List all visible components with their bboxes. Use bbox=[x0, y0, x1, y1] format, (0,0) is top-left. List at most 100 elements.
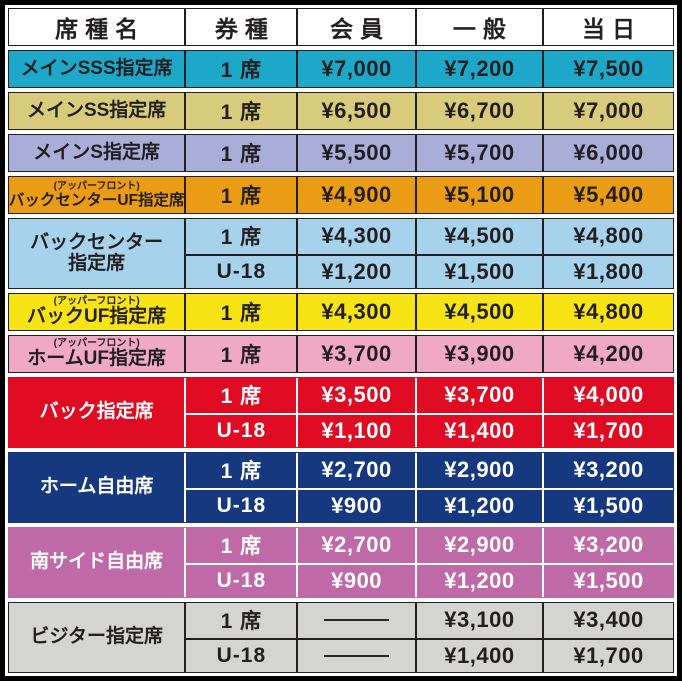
same-day-price-cell: ¥3,400 bbox=[542, 603, 673, 638]
col-header-seat-type: 席種名 bbox=[55, 16, 146, 42]
member-price-cell: ¥900 bbox=[296, 562, 415, 597]
seat-name-cell: (アッパーフロント) バックセンターUF指定席 bbox=[9, 177, 184, 213]
seat-name: ホーム自由席 bbox=[39, 476, 154, 498]
member-price-cell: ¥6,500 bbox=[296, 93, 414, 129]
general-price-cell: ¥1,400 bbox=[414, 637, 543, 672]
seat-group: ホーム自由席 1 席 ¥2,700 ¥2,900 ¥3,200 U-18 ¥900 ¥1,20… bbox=[8, 452, 674, 523]
col-header-general: 一般 bbox=[414, 9, 542, 45]
same-day-price-cell: ¥1,700 bbox=[542, 637, 673, 672]
member-price-cell: ¥3,500 bbox=[296, 378, 414, 413]
general-price-cell: ¥2,900 bbox=[414, 528, 542, 563]
ticket-type-cell: 1 席 bbox=[184, 51, 296, 87]
member-price-cell: ¥4,300 bbox=[296, 294, 414, 330]
member-price-cell: ¥5,500 bbox=[296, 135, 414, 171]
seat-name: ビジター指定席 bbox=[30, 626, 163, 648]
seat-name-cell: メインSS指定席 bbox=[9, 93, 184, 129]
ticket-type-cell: 1 席 bbox=[184, 336, 296, 372]
seat-name: ホームUF指定席 bbox=[27, 348, 167, 370]
same-day-price-cell: ¥4,000 bbox=[542, 378, 673, 413]
same-day-price-cell: ¥1,700 bbox=[542, 412, 673, 447]
seat-name-cell: (アッパーフロント) バックUF指定席 bbox=[9, 294, 184, 330]
seat-name: バックセンターUF指定席 bbox=[9, 191, 185, 209]
general-price-cell: ¥4,500 bbox=[414, 294, 542, 330]
seat-group: (アッパーフロント) バックセンターUF指定席 1 席 ¥4,900 ¥5,100 ¥5,… bbox=[8, 176, 674, 214]
member-price-cell: ¥1,100 bbox=[296, 412, 415, 447]
ticket-type-cell: 1 席 bbox=[184, 177, 296, 213]
same-day-price-cell: ¥7,500 bbox=[542, 51, 673, 87]
col-header-member: 会員 bbox=[296, 9, 414, 45]
seat-group: メインS指定席 1 席 ¥5,500 ¥5,700 ¥6,000 bbox=[8, 134, 674, 172]
ticket-type-cell: 1 席 bbox=[184, 294, 296, 330]
same-day-price-cell: ¥4,800 bbox=[542, 294, 673, 330]
seat-name: メインS指定席 bbox=[33, 141, 160, 163]
same-day-price-cell: ¥1,500 bbox=[542, 487, 673, 522]
ticket-type-cell: 1 席 bbox=[184, 453, 296, 488]
general-price-cell: ¥1,200 bbox=[414, 487, 543, 522]
seat-group: (アッパーフロント) ホームUF指定席 1 席 ¥3,700 ¥3,900 ¥4,200 bbox=[8, 335, 674, 373]
general-price-cell: ¥2,900 bbox=[414, 453, 542, 488]
col-header-ticket-type: 券種 bbox=[184, 9, 296, 45]
same-day-price-cell: ¥1,500 bbox=[542, 562, 673, 597]
ticket-type-cell: 1 席 bbox=[184, 135, 296, 171]
member-price-cell: ¥2,700 bbox=[296, 528, 414, 563]
seat-name: バックUF指定席 bbox=[26, 306, 167, 328]
general-price-cell: ¥5,700 bbox=[414, 135, 542, 171]
general-price-cell: ¥6,700 bbox=[414, 93, 542, 129]
seat-name: メインSS指定席 bbox=[26, 99, 167, 121]
member-price-cell: ¥2,700 bbox=[296, 453, 414, 488]
seat-name: バック指定席 bbox=[39, 401, 154, 423]
ticket-type-cell: 1 席 bbox=[184, 219, 296, 254]
ticket-type-cell: U-18 bbox=[184, 487, 297, 522]
seat-name: メインSSS指定席 bbox=[20, 57, 173, 79]
seat-name-cell: ビジター指定席 bbox=[9, 603, 184, 672]
seat-name-cell: メインS指定席 bbox=[9, 135, 184, 171]
seat-name: 指定席 bbox=[68, 252, 126, 274]
no-price-dash bbox=[324, 654, 390, 657]
seat-name-cell: バック指定席 bbox=[9, 378, 184, 447]
same-day-price-cell: ¥5,400 bbox=[542, 177, 673, 213]
general-price-cell: ¥7,200 bbox=[414, 51, 542, 87]
seat-name-cell: 南サイド自由席 bbox=[9, 528, 184, 597]
general-price-cell: ¥1,500 bbox=[414, 253, 543, 288]
ticket-type-cell: 1 席 bbox=[184, 528, 296, 563]
seat-name-annotation: (アッパーフロント) bbox=[53, 338, 140, 350]
seat-name-annotation: (アッパーフロント) bbox=[53, 296, 140, 308]
seat-group: (アッパーフロント) バックUF指定席 1 席 ¥4,300 ¥4,500 ¥4,800 bbox=[8, 293, 674, 331]
member-price-cell: ¥1,200 bbox=[296, 253, 415, 288]
member-price-cell: ¥3,700 bbox=[296, 336, 414, 372]
member-price-cell: ¥4,900 bbox=[296, 177, 414, 213]
seat-name: バックセンター bbox=[30, 231, 164, 253]
ticket-type-cell: 1 席 bbox=[184, 603, 296, 638]
seat-name-cell: ホーム自由席 bbox=[9, 453, 184, 522]
seat-name-cell: バックセンター 指定席 bbox=[9, 219, 184, 288]
seat-name: 南サイド自由席 bbox=[30, 551, 164, 573]
general-price-cell: ¥1,400 bbox=[414, 412, 543, 447]
seat-group: ビジター指定席 1 席 ¥3,100 ¥3,400 U-18 ¥1,400 ¥1,700 bbox=[8, 602, 674, 673]
seat-group: メインSS指定席 1 席 ¥6,500 ¥6,700 ¥7,000 bbox=[8, 92, 674, 130]
ticket-type-cell: U-18 bbox=[184, 562, 297, 597]
same-day-price-cell: ¥3,200 bbox=[542, 528, 673, 563]
general-price-cell: ¥4,500 bbox=[414, 219, 542, 254]
same-day-price-cell: ¥6,000 bbox=[542, 135, 673, 171]
general-price-cell: ¥5,100 bbox=[414, 177, 542, 213]
same-day-price-cell: ¥1,800 bbox=[542, 253, 673, 288]
seat-group: 南サイド自由席 1 席 ¥2,700 ¥2,900 ¥3,200 U-18 ¥900 ¥1,2… bbox=[8, 527, 674, 598]
member-price-cell bbox=[296, 637, 415, 672]
same-day-price-cell: ¥4,200 bbox=[542, 336, 673, 372]
seat-group: バック指定席 1 席 ¥3,500 ¥3,700 ¥4,000 U-18 ¥1,100 ¥1,… bbox=[8, 377, 674, 448]
same-day-price-cell: ¥7,000 bbox=[542, 93, 673, 129]
ticket-type-cell: U-18 bbox=[184, 637, 297, 672]
ticket-type-cell: 1 席 bbox=[184, 378, 296, 413]
member-price-cell: ¥900 bbox=[296, 487, 415, 522]
seat-name-cell: メインSSS指定席 bbox=[9, 51, 184, 87]
general-price-cell: ¥3,700 bbox=[414, 378, 542, 413]
general-price-cell: ¥3,100 bbox=[414, 603, 542, 638]
no-price-dash bbox=[324, 619, 390, 622]
same-day-price-cell: ¥3,200 bbox=[542, 453, 673, 488]
ticket-type-cell: U-18 bbox=[184, 412, 297, 447]
col-header-same-day: 当日 bbox=[542, 9, 673, 45]
seat-group: メインSSS指定席 1 席 ¥7,000 ¥7,200 ¥7,500 bbox=[8, 50, 674, 88]
seat-name-cell: (アッパーフロント) ホームUF指定席 bbox=[9, 336, 184, 372]
member-price-cell: ¥7,000 bbox=[296, 51, 414, 87]
